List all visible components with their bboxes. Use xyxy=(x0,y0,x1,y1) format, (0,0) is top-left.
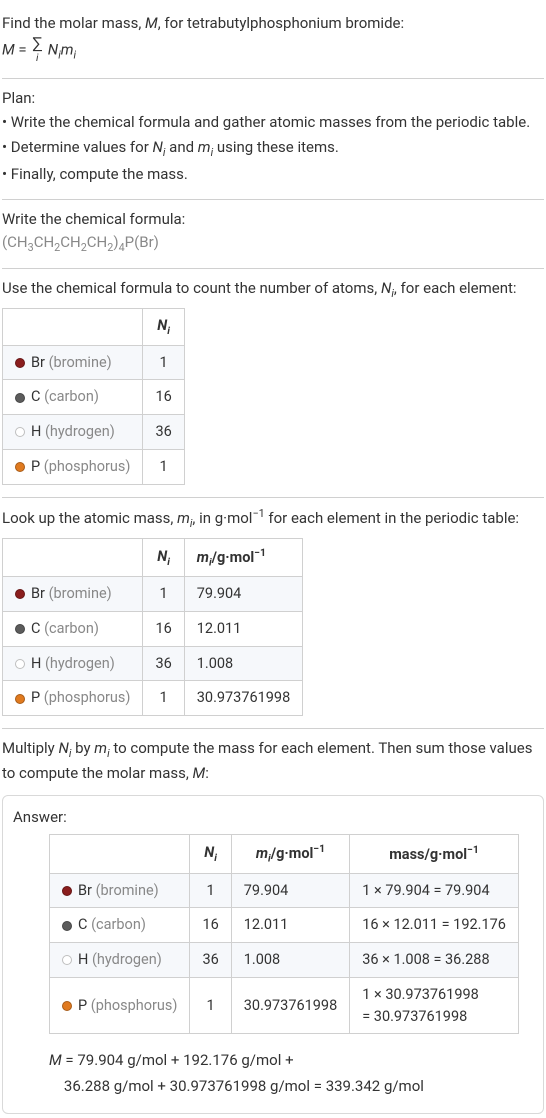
eq-lhs: M xyxy=(2,40,15,58)
element-cell: P (phosphorus) xyxy=(50,977,190,1034)
element-dot-icon xyxy=(15,694,25,704)
th-m: mi/g·mol−1 xyxy=(184,538,302,576)
calc-cell: 1 × 30.973761998= 30.973761998 xyxy=(350,977,519,1034)
plan-item: • Determine values for Ni and mi using t… xyxy=(2,136,544,161)
intro-text: Find the molar mass, xyxy=(2,14,145,32)
multiply-section: Multiply Ni by mi to compute the mass fo… xyxy=(2,729,544,789)
element-cell: Br (bromine) xyxy=(3,345,143,380)
count-cell: 1 xyxy=(143,449,184,484)
table-row: P (phosphorus) 1 30.973761998 1 × 30.973… xyxy=(50,977,519,1034)
table-row: Br (bromine) 1 xyxy=(3,345,185,380)
count-cell: 36 xyxy=(143,415,184,450)
table-row: P (phosphorus) 1 xyxy=(3,449,185,484)
chemical-formula: (CH3CH2CH2CH2)4P(Br) xyxy=(2,231,544,256)
element-cell: H (hydrogen) xyxy=(3,415,143,450)
count-cell: 1 xyxy=(143,345,184,380)
intro-text2: , for tetrabutylphosphonium bromide: xyxy=(158,14,404,32)
element-dot-icon xyxy=(15,624,25,634)
element-cell: P (phosphorus) xyxy=(3,449,143,484)
atomic-mass-table: Ni mi/g·mol−1 Br (bromine) 1 79.904 C (c… xyxy=(2,538,303,716)
element-dot-icon xyxy=(15,589,25,599)
plan-list: • Write the chemical formula and gather … xyxy=(2,111,544,185)
intro-var-M: M xyxy=(145,14,158,32)
element-cell: H (hydrogen) xyxy=(3,646,143,681)
answer-label: Answer: xyxy=(13,806,533,829)
element-dot-icon xyxy=(62,955,72,965)
element-dot-icon xyxy=(62,886,72,896)
intro-section: Find the molar mass, M, for tetrabutylph… xyxy=(2,4,544,79)
th-blank xyxy=(3,309,143,346)
answer-box: Answer: Ni mi/g·mol−1 mass/g·mol−1 Br (b… xyxy=(2,795,544,1115)
element-cell: C (carbon) xyxy=(50,908,190,943)
table-header-row: Ni mi/g·mol−1 mass/g·mol−1 xyxy=(50,835,519,873)
th-N: Ni xyxy=(143,538,184,576)
eq-N: N xyxy=(48,40,58,58)
element-cell: P (phosphorus) xyxy=(3,681,143,716)
table-row: Br (bromine) 1 79.904 1 × 79.904 = 79.90… xyxy=(50,873,519,908)
chem-title: Write the chemical formula: xyxy=(2,208,544,231)
eq-m: m xyxy=(61,40,74,58)
table-row: H (hydrogen) 36 1.008 36 × 1.008 = 36.28… xyxy=(50,943,519,978)
table-row: C (carbon) 16 12.011 16 × 12.011 = 192.1… xyxy=(50,908,519,943)
table-row: H (hydrogen) 36 xyxy=(3,415,185,450)
element-dot-icon xyxy=(15,393,25,403)
element-cell: Br (bromine) xyxy=(50,873,190,908)
element-cell: H (hydrogen) xyxy=(50,943,190,978)
table-header-row: Ni mi/g·mol−1 xyxy=(3,538,303,576)
table-row: Br (bromine) 1 79.904 xyxy=(3,577,303,612)
element-dot-icon xyxy=(62,1001,72,1011)
element-dot-icon xyxy=(62,921,72,931)
table-row: H (hydrogen) 36 1.008 xyxy=(3,646,303,681)
element-dot-icon xyxy=(15,358,25,368)
element-cell: Br (bromine) xyxy=(3,577,143,612)
table-header-row: Ni xyxy=(3,309,185,346)
plan-item: • Write the chemical formula and gather … xyxy=(2,111,544,134)
count-title: Use the chemical formula to count the nu… xyxy=(2,277,544,302)
element-dot-icon xyxy=(15,427,25,437)
th-mass: mass/g·mol−1 xyxy=(350,835,519,873)
table-row: P (phosphorus) 1 30.973761998 xyxy=(3,681,303,716)
answer-table: Ni mi/g·mol−1 mass/g·mol−1 Br (bromine) … xyxy=(49,834,519,1034)
count-atoms-section: Use the chemical formula to count the nu… xyxy=(2,269,544,498)
answer-content: Ni mi/g·mol−1 mass/g·mol−1 Br (bromine) … xyxy=(13,834,533,1099)
th-N: Ni xyxy=(190,835,231,873)
element-dot-icon xyxy=(15,462,25,472)
table-row: C (carbon) 16 xyxy=(3,380,185,415)
th-N: Ni xyxy=(143,309,184,346)
plan-title: Plan: xyxy=(2,87,544,110)
th-m: mi/g·mol−1 xyxy=(231,835,349,873)
element-cell: C (carbon) xyxy=(3,611,143,646)
count-cell: 16 xyxy=(143,380,184,415)
final-equation: M = 79.904 g/mol + 192.176 g/mol + 36.28… xyxy=(49,1048,533,1099)
molar-mass-equation: M = ∑i Nimi xyxy=(2,37,544,64)
atomic-masses-section: Look up the atomic mass, mi, in g·mol−1 … xyxy=(2,498,544,730)
masses-title: Look up the atomic mass, mi, in g·mol−1 … xyxy=(2,506,544,532)
element-cell: C (carbon) xyxy=(3,380,143,415)
th-blank xyxy=(3,538,143,576)
eq-m-sub: i xyxy=(74,48,77,61)
th-blank xyxy=(50,835,190,873)
chemical-formula-section: Write the chemical formula: (CH3CH2CH2CH… xyxy=(2,200,544,269)
atom-count-table: Ni Br (bromine) 1 C (carbon) 16 H (hydro… xyxy=(2,308,185,485)
plan-item: • Finally, compute the mass. xyxy=(2,163,544,186)
plan-section: Plan: • Write the chemical formula and g… xyxy=(2,79,544,201)
eq-equals: = xyxy=(15,40,31,58)
sigma-icon: ∑i xyxy=(32,37,42,64)
intro-line: Find the molar mass, M, for tetrabutylph… xyxy=(2,12,544,35)
element-dot-icon xyxy=(15,659,25,669)
table-row: C (carbon) 16 12.011 xyxy=(3,611,303,646)
